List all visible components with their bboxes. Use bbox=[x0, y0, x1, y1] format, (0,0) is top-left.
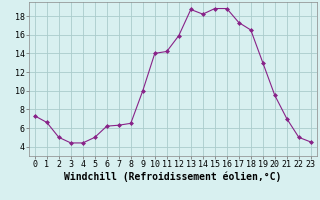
X-axis label: Windchill (Refroidissement éolien,°C): Windchill (Refroidissement éolien,°C) bbox=[64, 172, 282, 182]
